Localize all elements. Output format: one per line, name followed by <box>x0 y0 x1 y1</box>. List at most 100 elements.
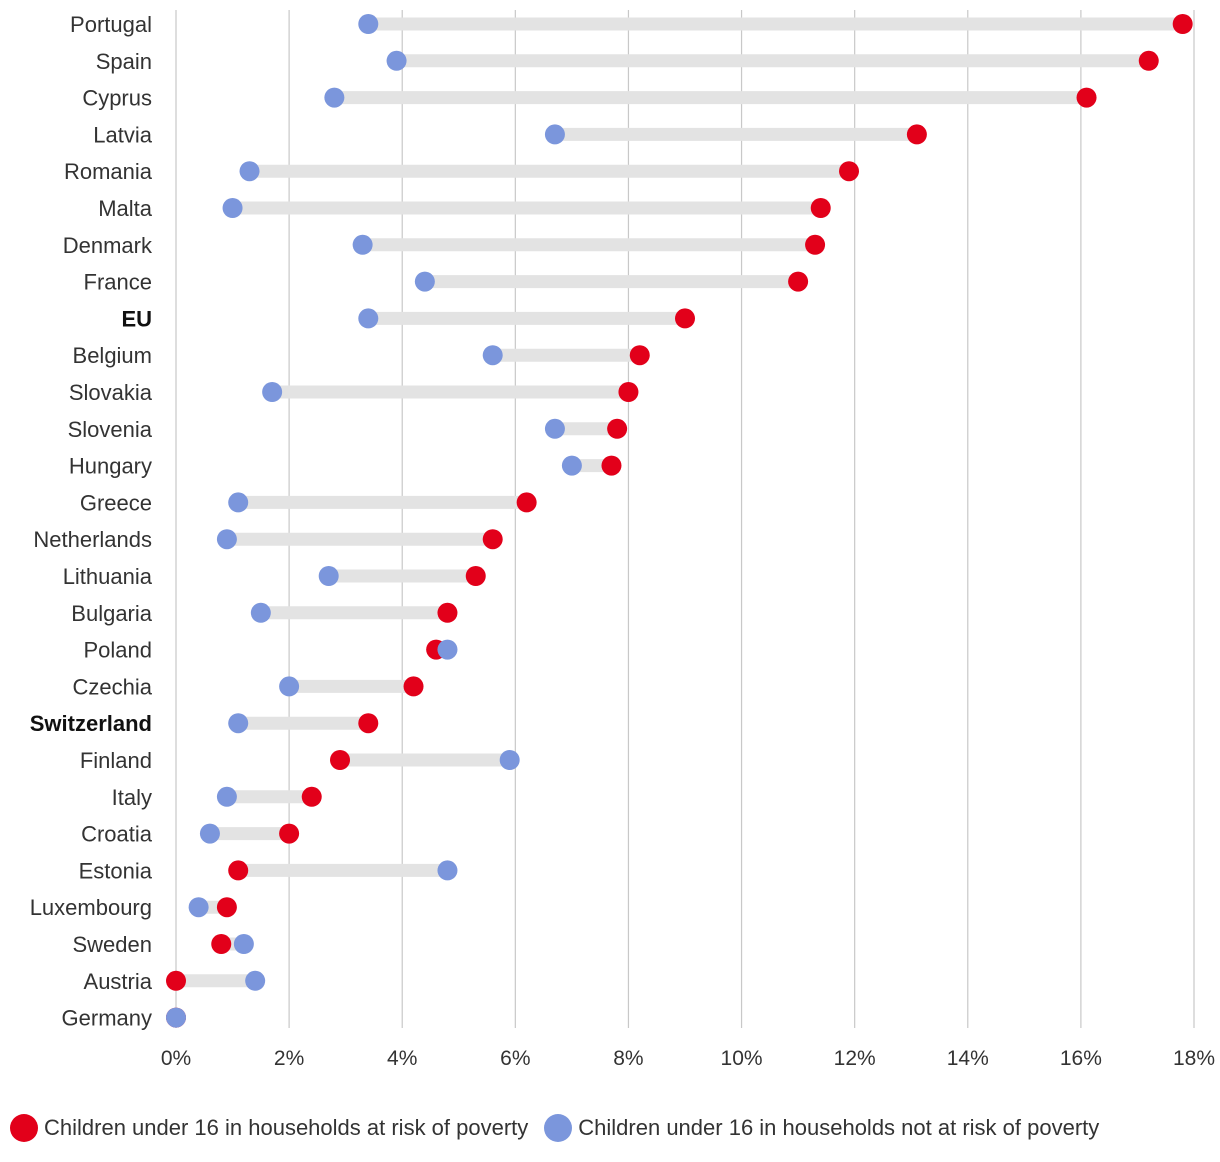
point-at-risk-belgium <box>629 345 650 366</box>
category-label-lithuania: Lithuania <box>63 564 153 589</box>
category-label-sweden: Sweden <box>72 932 152 957</box>
point-not-at-risk-luxembourg <box>188 897 209 918</box>
x-tick-label-16: 16% <box>1060 1047 1102 1070</box>
point-at-risk-greece <box>516 492 537 513</box>
category-label-germany: Germany <box>62 1006 152 1031</box>
point-not-at-risk-romania <box>239 161 260 182</box>
point-at-risk-slovenia <box>607 418 628 439</box>
x-tick-label-12: 12% <box>834 1047 876 1070</box>
category-label-austria: Austria <box>84 969 153 994</box>
point-at-risk-luxembourg <box>216 897 237 918</box>
x-tick-label-2: 2% <box>274 1047 304 1070</box>
x-tick-label-14: 14% <box>947 1047 989 1070</box>
x-tick-label-8: 8% <box>613 1047 643 1070</box>
point-not-at-risk-croatia <box>199 823 220 844</box>
point-not-at-risk-eu <box>358 308 379 329</box>
point-at-risk-france <box>788 271 809 292</box>
legend-item-at-risk: Children under 16 in households at risk … <box>10 1114 528 1142</box>
point-not-at-risk-netherlands <box>216 529 237 550</box>
legend-label-not-at-risk: Children under 16 in households not at r… <box>578 1115 1100 1140</box>
point-not-at-risk-poland <box>437 639 458 660</box>
point-not-at-risk-latvia <box>544 124 565 145</box>
category-label-malta: Malta <box>98 196 153 221</box>
point-at-risk-slovakia <box>618 382 639 402</box>
category-label-poland: Poland <box>83 638 152 663</box>
category-label-switzerland: Switzerland <box>30 711 152 736</box>
legend: Children under 16 in households at risk … <box>10 1114 1115 1142</box>
category-label-italy: Italy <box>112 785 152 810</box>
category-label-bulgaria: Bulgaria <box>71 601 152 626</box>
point-not-at-risk-lithuania <box>318 566 339 586</box>
category-label-croatia: Croatia <box>81 822 153 847</box>
point-at-risk-malta <box>810 198 831 218</box>
point-at-risk-italy <box>301 786 322 807</box>
point-not-at-risk-slovenia <box>544 418 565 439</box>
legend-swatch-not-at-risk <box>544 1114 573 1142</box>
point-not-at-risk-czechia <box>279 676 300 697</box>
legend-item-not-at-risk: Children under 16 in households not at r… <box>544 1114 1099 1142</box>
category-label-estonia: Estonia <box>79 858 153 883</box>
point-at-risk-hungary <box>601 455 622 476</box>
connectors <box>176 17 1183 988</box>
point-at-risk-finland <box>330 750 351 770</box>
point-not-at-risk-austria <box>245 970 266 991</box>
category-label-spain: Spain <box>96 49 152 74</box>
x-tick-label-4: 4% <box>387 1047 417 1070</box>
category-labels: Portugal Spain Cyprus Latvia Romania Malta Den… <box>30 12 153 1031</box>
point-at-risk-romania <box>839 161 860 182</box>
category-label-slovakia: Slovakia <box>69 380 153 405</box>
category-label-eu: EU <box>121 306 152 331</box>
category-label-belgium: Belgium <box>73 343 152 368</box>
point-not-at-risk-switzerland <box>228 713 249 734</box>
category-label-greece: Greece <box>80 490 152 515</box>
point-at-risk-croatia <box>279 823 300 844</box>
category-label-romania: Romania <box>64 159 153 184</box>
point-not-at-risk-spain <box>386 50 407 71</box>
point-not-at-risk-france <box>414 271 435 292</box>
point-not-at-risk-bulgaria <box>250 602 271 623</box>
legend-label-at-risk: Children under 16 in households at risk … <box>44 1115 529 1140</box>
point-at-risk-austria <box>166 970 186 991</box>
category-label-finland: Finland <box>80 748 152 773</box>
point-at-risk-portugal <box>1172 14 1193 34</box>
point-not-at-risk-hungary <box>561 455 582 476</box>
legend-swatch-at-risk <box>10 1114 38 1142</box>
x-tick-label-0: 0% <box>161 1047 191 1070</box>
point-not-at-risk-portugal <box>358 14 379 34</box>
point-not-at-risk-italy <box>216 786 237 807</box>
category-label-denmark: Denmark <box>63 233 153 258</box>
point-not-at-risk-denmark <box>352 234 373 255</box>
point-at-risk-eu <box>675 308 695 329</box>
point-at-risk-sweden <box>211 934 232 954</box>
point-at-risk-bulgaria <box>437 602 458 623</box>
point-not-at-risk-finland <box>499 750 520 770</box>
point-not-at-risk-estonia <box>437 860 458 881</box>
point-at-risk-netherlands <box>482 529 503 550</box>
category-label-luxembourg: Luxembourg <box>30 895 152 920</box>
category-label-slovenia: Slovenia <box>68 417 153 442</box>
point-not-at-risk-belgium <box>482 345 503 366</box>
point-at-risk-denmark <box>805 234 826 255</box>
point-not-at-risk-sweden <box>233 934 254 954</box>
data-points <box>166 14 1193 1028</box>
point-at-risk-estonia <box>228 860 249 881</box>
x-tick-label-10: 10% <box>721 1047 763 1070</box>
point-at-risk-czechia <box>403 676 424 697</box>
point-not-at-risk-slovakia <box>262 382 283 402</box>
category-label-cyprus: Cyprus <box>82 86 152 111</box>
point-not-at-risk-greece <box>228 492 249 513</box>
gridlines <box>175 10 1195 1028</box>
point-at-risk-switzerland <box>358 713 379 734</box>
category-label-portugal: Portugal <box>70 12 152 37</box>
category-label-latvia: Latvia <box>93 122 152 147</box>
point-at-risk-cyprus <box>1076 87 1097 108</box>
point-not-at-risk-cyprus <box>324 87 345 108</box>
point-at-risk-latvia <box>906 124 927 145</box>
x-tick-labels: 0% 2% 4% 6% 8% 10% 12% 14% 16% 18% <box>161 1047 1215 1070</box>
category-label-czechia: Czechia <box>73 674 153 699</box>
x-tick-label-18: 18% <box>1173 1047 1215 1070</box>
point-not-at-risk-germany <box>166 1007 186 1028</box>
point-not-at-risk-malta <box>222 198 243 218</box>
category-label-france: France <box>84 270 152 295</box>
